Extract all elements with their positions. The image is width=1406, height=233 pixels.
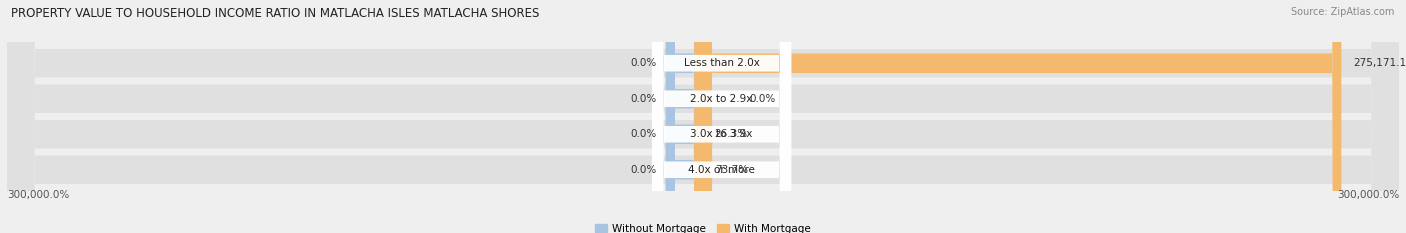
Text: 300,000.0%: 300,000.0% [1337,190,1399,200]
Text: 300,000.0%: 300,000.0% [7,190,69,200]
Text: 4.0x or more: 4.0x or more [688,165,755,175]
Text: 0.0%: 0.0% [630,129,657,139]
Text: PROPERTY VALUE TO HOUSEHOLD INCOME RATIO IN MATLACHA ISLES MATLACHA SHORES: PROPERTY VALUE TO HOUSEHOLD INCOME RATIO… [11,7,540,20]
Text: Less than 2.0x: Less than 2.0x [683,58,759,68]
FancyBboxPatch shape [703,0,1341,233]
FancyBboxPatch shape [7,0,1399,233]
FancyBboxPatch shape [693,0,713,233]
Text: 26.3%: 26.3% [714,129,748,139]
FancyBboxPatch shape [666,0,703,233]
FancyBboxPatch shape [666,0,703,233]
FancyBboxPatch shape [7,0,1399,233]
FancyBboxPatch shape [652,0,792,233]
FancyBboxPatch shape [7,0,1399,233]
FancyBboxPatch shape [652,0,792,233]
FancyBboxPatch shape [7,0,1399,233]
Text: 0.0%: 0.0% [630,94,657,104]
Text: 0.0%: 0.0% [749,94,776,104]
FancyBboxPatch shape [666,0,703,233]
Text: 0.0%: 0.0% [630,58,657,68]
Text: 2.0x to 2.9x: 2.0x to 2.9x [690,94,752,104]
Text: 73.7%: 73.7% [714,165,748,175]
Legend: Without Mortgage, With Mortgage: Without Mortgage, With Mortgage [595,224,811,233]
Text: 3.0x to 3.9x: 3.0x to 3.9x [690,129,752,139]
FancyBboxPatch shape [666,0,703,233]
FancyBboxPatch shape [652,0,792,233]
FancyBboxPatch shape [695,0,713,233]
Text: 275,171.1%: 275,171.1% [1353,58,1406,68]
Text: 0.0%: 0.0% [630,165,657,175]
Text: Source: ZipAtlas.com: Source: ZipAtlas.com [1291,7,1395,17]
FancyBboxPatch shape [652,0,792,233]
